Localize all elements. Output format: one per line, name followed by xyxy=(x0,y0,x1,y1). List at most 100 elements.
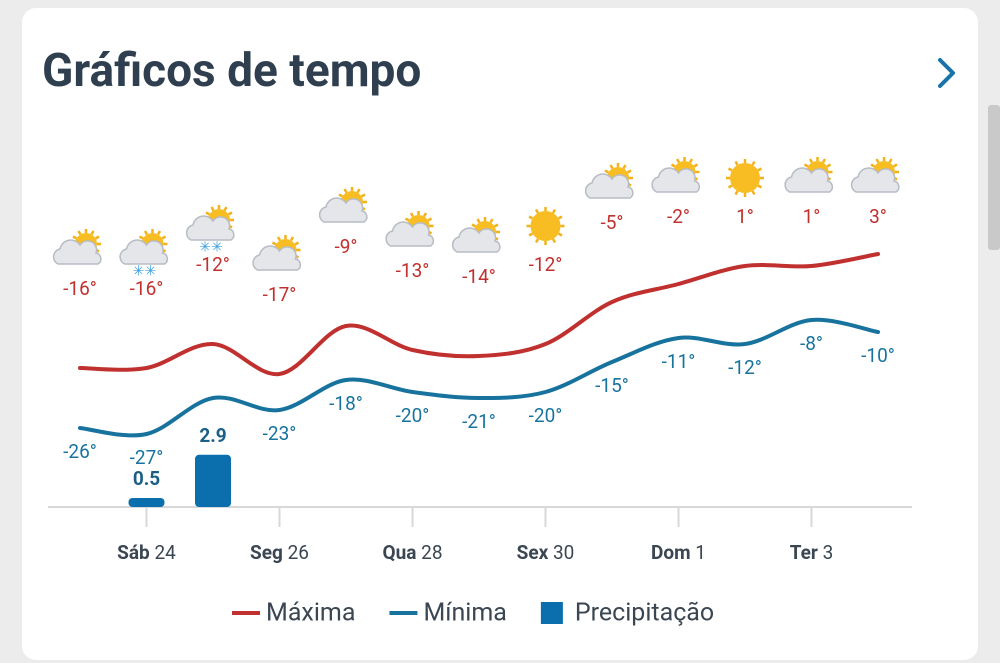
sun-ray xyxy=(734,160,739,166)
sun-ray xyxy=(727,184,733,189)
x-tick-label: Sex 30 xyxy=(517,541,575,564)
cloud xyxy=(850,167,900,193)
scrollbar xyxy=(988,105,1000,250)
sun-ray xyxy=(471,223,477,228)
x-tick-label: Seg 26 xyxy=(250,541,309,564)
legend-label: Mínima xyxy=(423,599,506,628)
x-tick-day: Seg xyxy=(250,541,283,564)
sun-ray xyxy=(670,163,676,168)
max-label: -9° xyxy=(334,235,357,258)
max-label: 1° xyxy=(803,205,821,228)
temperature-line xyxy=(78,252,880,377)
sun-ray xyxy=(892,163,898,168)
min-label: -10° xyxy=(861,344,895,367)
sun-ray xyxy=(138,235,144,240)
sun-ray xyxy=(356,188,361,194)
precip-label: 2.9 xyxy=(199,424,226,447)
sun-ray xyxy=(72,235,78,240)
sun-ray xyxy=(227,211,233,216)
min-label: -20° xyxy=(396,404,430,427)
x-tick-date: 24 xyxy=(154,541,176,564)
snowflake: ✳ xyxy=(199,240,211,256)
next-arrow[interactable] xyxy=(938,58,955,88)
sun-ray xyxy=(734,190,739,196)
x-tick-date: 28 xyxy=(421,541,442,564)
sun-ray xyxy=(870,163,876,168)
min-label: -21° xyxy=(462,410,496,433)
sun-ray xyxy=(688,158,694,164)
temperature-line xyxy=(78,317,880,438)
sun-ray xyxy=(223,206,228,212)
x-tick-day: Ter xyxy=(790,541,818,564)
sun-ray xyxy=(528,215,534,220)
sun-ray xyxy=(427,217,433,222)
legend-label: Máxima xyxy=(266,599,355,628)
sun-ray xyxy=(821,158,827,164)
sun xyxy=(730,163,760,193)
x-tick-date: 1 xyxy=(695,541,706,564)
sun-ray xyxy=(557,215,563,220)
max-label: -17° xyxy=(263,283,297,306)
legend-swatch xyxy=(540,602,563,624)
cloud xyxy=(185,215,235,241)
sun-ray xyxy=(489,218,494,224)
sun-ray xyxy=(294,241,300,246)
sun-ray xyxy=(360,193,366,198)
cloud xyxy=(784,167,834,193)
sun-ray xyxy=(77,230,82,236)
sun-ray xyxy=(343,188,348,194)
min-label: -27° xyxy=(130,446,164,469)
cloud xyxy=(119,239,169,265)
sun-ray xyxy=(751,190,756,196)
min-label: -12° xyxy=(728,356,762,379)
sun-ray xyxy=(528,232,534,237)
sun-ray xyxy=(826,163,832,168)
sun-ray xyxy=(161,235,167,240)
sun-ray xyxy=(803,163,809,168)
precip-bar xyxy=(128,498,165,507)
sun-ray xyxy=(557,232,563,237)
sun-ray xyxy=(622,164,627,170)
sun-ray xyxy=(626,169,632,174)
x-tick-label: Dom 1 xyxy=(651,541,706,564)
max-label: -16° xyxy=(130,277,164,300)
sun-ray xyxy=(276,236,282,242)
min-label: -18° xyxy=(329,392,363,415)
sun-ray xyxy=(156,230,162,236)
sun-ray xyxy=(534,208,540,214)
sun-ray xyxy=(888,158,893,164)
max-label: -13° xyxy=(396,259,430,282)
min-label: -15° xyxy=(595,374,629,397)
x-tick-label: Qua 28 xyxy=(383,541,443,564)
sun-ray xyxy=(493,223,499,228)
min-label: -20° xyxy=(529,404,563,427)
max-label: -12° xyxy=(196,253,230,276)
title: Gráficos de tempo xyxy=(42,44,421,98)
sun-ray xyxy=(534,238,540,244)
cloud xyxy=(385,221,435,247)
sun-ray xyxy=(422,212,428,218)
sun-ray xyxy=(551,238,557,244)
max-label: -5° xyxy=(600,211,623,234)
x-tick-day: Qua xyxy=(383,541,417,564)
min-label: -23° xyxy=(263,422,297,445)
sun-ray xyxy=(338,193,344,198)
sun-ray xyxy=(551,208,557,214)
cloud xyxy=(584,173,634,199)
sun-ray xyxy=(808,158,814,164)
sun-ray xyxy=(757,184,763,189)
min-label: -26° xyxy=(63,440,97,463)
cloud xyxy=(451,227,501,253)
cloud xyxy=(318,197,368,223)
max-label: -16° xyxy=(63,277,97,300)
sun-ray xyxy=(727,167,733,172)
sun-ray xyxy=(404,217,410,222)
legend-label: Precipitação xyxy=(575,599,714,628)
sun-ray xyxy=(94,235,100,240)
sun-ray xyxy=(476,218,481,224)
x-tick-day: Sáb xyxy=(117,541,150,564)
snowflake: ✳ xyxy=(211,240,223,256)
sun-ray xyxy=(409,212,415,218)
weather-icons: ✳ ✳✳ ✳ xyxy=(52,157,900,280)
x-tick-date: 30 xyxy=(553,541,574,564)
